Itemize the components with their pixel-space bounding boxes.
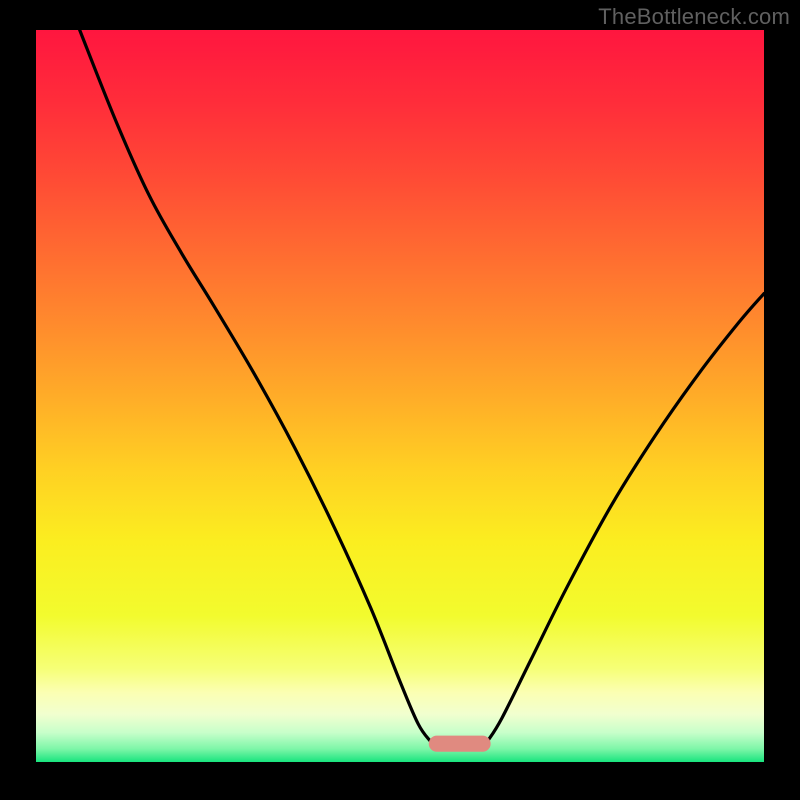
minimum-marker — [429, 736, 491, 752]
chart-stage: TheBottleneck.com — [0, 0, 800, 800]
watermark-text: TheBottleneck.com — [598, 4, 790, 30]
gradient-background — [36, 30, 764, 762]
bottleneck-chart — [0, 0, 800, 800]
